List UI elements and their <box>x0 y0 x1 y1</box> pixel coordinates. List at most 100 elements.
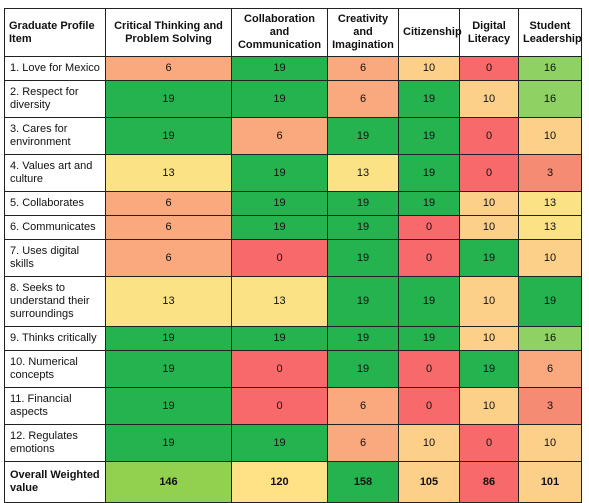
value-cell: 6 <box>327 56 399 81</box>
value-cell: 6 <box>327 80 399 118</box>
value-cell: 6 <box>327 387 399 425</box>
value-cell: 10 <box>518 424 582 462</box>
value-cell: 19 <box>231 215 328 240</box>
row-label: 11. Financial aspects <box>4 387 106 425</box>
value-cell: 13 <box>518 191 582 216</box>
value-cell: 19 <box>105 350 232 388</box>
value-cell: 120 <box>231 461 328 503</box>
row-label: 6. Communicates <box>4 215 106 240</box>
value-cell: 3 <box>518 387 582 425</box>
value-cell: 13 <box>105 154 232 192</box>
value-cell: 10 <box>459 387 519 425</box>
value-cell: 13 <box>231 276 328 327</box>
value-cell: 19 <box>398 154 460 192</box>
value-cell: 19 <box>398 191 460 216</box>
value-cell: 19 <box>231 424 328 462</box>
row-label: 10. Numerical concepts <box>4 350 106 388</box>
value-cell: 19 <box>327 326 399 351</box>
value-cell: 19 <box>327 350 399 388</box>
value-cell: 19 <box>105 424 232 462</box>
value-cell: 0 <box>459 117 519 155</box>
value-cell: 0 <box>231 387 328 425</box>
value-cell: 0 <box>459 154 519 192</box>
value-cell: 19 <box>327 239 399 277</box>
total-row: Overall Weighted value 146 120 158 105 86 101 <box>4 461 582 503</box>
value-cell: 86 <box>459 461 519 503</box>
value-cell: 10 <box>459 276 519 327</box>
value-cell: 19 <box>459 350 519 388</box>
header-row: Graduate Profile Item Critical Thinking a… <box>4 8 582 57</box>
value-cell: 158 <box>327 461 399 503</box>
value-cell: 19 <box>231 326 328 351</box>
value-cell: 0 <box>459 424 519 462</box>
row-label: Overall Weighted value <box>4 461 106 503</box>
value-cell: 10 <box>459 215 519 240</box>
row-label: 1. Love for Mexico <box>4 56 106 81</box>
value-cell: 6 <box>105 215 232 240</box>
value-cell: 0 <box>398 239 460 277</box>
table-row: 9. Thinks critically 19 19 19 19 10 16 <box>4 326 582 351</box>
value-cell: 16 <box>518 80 582 118</box>
value-cell: 10 <box>398 56 460 81</box>
value-cell: 6 <box>231 117 328 155</box>
row-label: 12. Regulates emotions <box>4 424 106 462</box>
value-cell: 19 <box>459 239 519 277</box>
column-header: Citizenship <box>398 8 462 57</box>
value-cell: 19 <box>327 276 399 327</box>
row-label: 2. Respect for diversity <box>4 80 106 118</box>
value-cell: 19 <box>231 191 328 216</box>
table-row: 7. Uses digital skills 6 0 19 0 19 10 <box>4 239 582 277</box>
row-label: 4. Values art and culture <box>4 154 106 192</box>
column-header: Collaboration and Communication <box>231 8 328 57</box>
table-row: 10. Numerical concepts 19 0 19 0 19 6 <box>4 350 582 388</box>
value-cell: 6 <box>105 56 232 81</box>
value-cell: 19 <box>105 117 232 155</box>
table-row: 8. Seeks to understand their surrounding… <box>4 276 582 327</box>
value-cell: 6 <box>105 191 232 216</box>
table-row: 5. Collaborates 6 19 19 19 10 13 <box>4 191 582 216</box>
value-cell: 19 <box>398 326 460 351</box>
value-cell: 10 <box>518 117 582 155</box>
table-row: 3. Cares for environment 19 6 19 19 0 10 <box>4 117 582 155</box>
value-cell: 16 <box>518 56 582 81</box>
value-cell: 13 <box>518 215 582 240</box>
profile-table: Graduate Profile Item Critical Thinking a… <box>4 8 582 503</box>
column-header: Digital Literacy <box>459 8 519 57</box>
table-row: 2. Respect for diversity 19 19 6 19 10 16 <box>4 80 582 118</box>
value-cell: 0 <box>398 387 460 425</box>
value-cell: 19 <box>518 276 582 327</box>
value-cell: 19 <box>398 117 460 155</box>
row-label: 7. Uses digital skills <box>4 239 106 277</box>
value-cell: 16 <box>518 326 582 351</box>
value-cell: 19 <box>105 387 232 425</box>
value-cell: 105 <box>398 461 460 503</box>
table-row: 4. Values art and culture 13 19 13 19 0 3 <box>4 154 582 192</box>
page: Graduate Profile Item Critical Thinking a… <box>4 8 582 503</box>
value-cell: 13 <box>105 276 232 327</box>
value-cell: 19 <box>231 56 328 81</box>
row-label: 9. Thinks critically <box>4 326 106 351</box>
value-cell: 19 <box>105 326 232 351</box>
value-cell: 101 <box>518 461 582 503</box>
table-body: 1. Love for Mexico 6 19 6 10 0 16 2. Respect fo… <box>4 56 582 503</box>
value-cell: 19 <box>398 276 460 327</box>
value-cell: 146 <box>105 461 232 503</box>
table-row: 1. Love for Mexico 6 19 6 10 0 16 <box>4 56 582 81</box>
value-cell: 19 <box>398 80 460 118</box>
value-cell: 3 <box>518 154 582 192</box>
value-cell: 0 <box>231 239 328 277</box>
value-cell: 6 <box>518 350 582 388</box>
value-cell: 19 <box>231 154 328 192</box>
column-header: Graduate Profile Item <box>4 8 106 57</box>
row-label: 5. Collaborates <box>4 191 106 216</box>
value-cell: 0 <box>459 56 519 81</box>
column-header: Student Leadership <box>518 8 582 57</box>
value-cell: 10 <box>518 239 582 277</box>
value-cell: 10 <box>459 191 519 216</box>
table-row: 12. Regulates emotions 19 19 6 10 0 10 <box>4 424 582 462</box>
value-cell: 19 <box>327 117 399 155</box>
row-label: 3. Cares for environment <box>4 117 106 155</box>
value-cell: 0 <box>398 215 460 240</box>
value-cell: 19 <box>327 191 399 216</box>
value-cell: 10 <box>459 326 519 351</box>
